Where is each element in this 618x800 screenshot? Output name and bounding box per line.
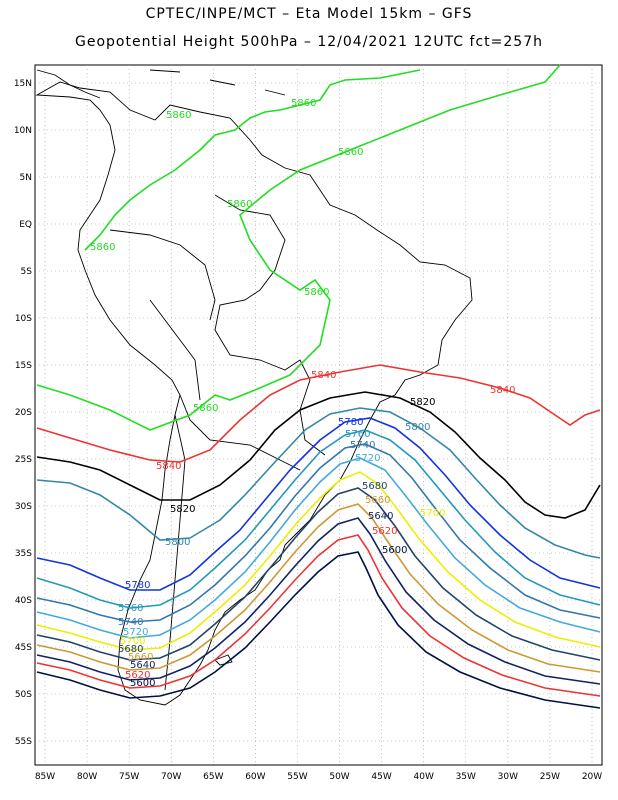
central-america-coast <box>36 69 101 99</box>
contour-5860-north <box>84 69 421 251</box>
height-contours <box>36 64 601 709</box>
label-5860-f: 5860 <box>304 287 329 298</box>
label-5760-a: 5760 <box>345 429 370 440</box>
title-line-2: Geopotential Height 500hPa – 12/04/2021 … <box>75 34 543 50</box>
contour-5680-line <box>36 487 601 661</box>
border-southern-cone <box>164 414 186 691</box>
label-5600-b: 5600 <box>130 678 155 689</box>
lat-tick-label: 15S <box>15 361 32 371</box>
label-5640-b: 5640 <box>130 660 155 671</box>
contour-labels: 5860 5860 5860 5860 5860 5860 5860 5840 … <box>90 98 515 689</box>
contour-5800-line <box>36 407 601 559</box>
label-5620-b: 5620 <box>125 670 150 681</box>
lat-tick-label: 40S <box>15 596 32 606</box>
label-5860-d: 5860 <box>227 199 252 210</box>
falkland-islands <box>214 654 233 666</box>
lon-tick-label: 65W <box>203 772 223 782</box>
label-5800-a: 5800 <box>405 422 430 433</box>
border-brazil <box>214 194 326 456</box>
lat-tick-label: 5N <box>20 173 32 183</box>
label-5840-b: 5840 <box>490 385 515 396</box>
lon-tick-label: 80W <box>77 772 97 782</box>
lon-tick-label: 55W <box>287 772 307 782</box>
contour-5640-line <box>36 517 601 685</box>
label-5780-b: 5780 <box>125 580 150 591</box>
lat-tick-label: 30S <box>15 502 32 512</box>
lon-tick-label: 70W <box>161 772 181 782</box>
contour-5700-line <box>36 471 601 651</box>
label-5800-b: 5800 <box>165 537 190 548</box>
lon-tick-label: 75W <box>119 772 139 782</box>
label-5860-g: 5860 <box>193 403 218 414</box>
lon-tick-label: 50W <box>329 772 349 782</box>
label-5700-a: 5700 <box>420 508 445 519</box>
lat-tick-label: 35S <box>15 549 32 559</box>
lat-tick-label: EQ <box>19 220 32 230</box>
label-5680-b: 5680 <box>118 644 143 655</box>
latitude-tick-labels: 15N 10N 5N EQ 5S 10S 15S 20S 25S 30S 35S 40S 45S 50S 5… <box>14 79 32 747</box>
label-5860-e: 5860 <box>90 242 115 253</box>
label-5860-c: 5860 <box>338 147 363 158</box>
label-5860-b: 5860 <box>291 98 316 109</box>
contour-5740-line <box>36 443 601 623</box>
contour-5860-line <box>36 64 561 431</box>
label-5860-a: 5860 <box>166 110 191 121</box>
title-line-1: CPTEC/INPE/MCT – Eta Model 15km – GFS <box>145 6 473 22</box>
contour-5820-line <box>36 391 601 519</box>
lon-tick-label: 35W <box>456 772 476 782</box>
contour-5720-line <box>36 457 601 639</box>
lon-tick-label: 85W <box>35 772 55 782</box>
south-america-coastline <box>35 81 473 706</box>
lat-tick-label: 15N <box>14 79 32 89</box>
contour-5620-line <box>36 534 601 697</box>
contour-5780-line <box>36 417 601 591</box>
label-5740-b: 5740 <box>118 617 143 628</box>
lat-tick-label: 10N <box>14 126 32 136</box>
map-frame <box>34 64 603 766</box>
caribbean-islands <box>149 69 286 96</box>
lat-tick-label: 45S <box>15 643 32 653</box>
contour-5660-line <box>36 503 601 673</box>
contour-5600-line <box>36 551 601 709</box>
label-5760-b: 5760 <box>118 603 143 614</box>
label-5840-c: 5840 <box>156 461 181 472</box>
lon-tick-label: 60W <box>245 772 265 782</box>
lat-tick-label: 55S <box>15 737 32 747</box>
contour-5760-line <box>36 429 601 609</box>
lon-tick-label: 40W <box>414 772 434 782</box>
label-5680-a: 5680 <box>362 481 387 492</box>
label-5720-b: 5720 <box>123 627 148 638</box>
label-5840-a: 5840 <box>311 370 336 381</box>
lon-tick-label: 20W <box>582 772 602 782</box>
label-5820-b: 5820 <box>170 504 195 515</box>
lat-tick-label: 20S <box>15 408 32 418</box>
label-5600-a: 5600 <box>382 545 407 556</box>
label-5820-a: 5820 <box>410 397 435 408</box>
label-5700-b: 5700 <box>120 636 145 647</box>
lat-tick-label: 50S <box>15 690 32 700</box>
label-5640-a: 5640 <box>368 511 393 522</box>
label-5660-a: 5660 <box>365 495 390 506</box>
lat-lon-grid <box>35 65 602 765</box>
lon-tick-label: 45W <box>371 772 391 782</box>
label-5780-a: 5780 <box>338 417 363 428</box>
lat-tick-label: 10S <box>15 314 32 324</box>
label-5720-a: 5720 <box>355 453 380 464</box>
label-5740-a: 5740 <box>350 440 375 451</box>
coastlines <box>35 69 473 706</box>
lon-tick-label: 25W <box>540 772 560 782</box>
label-5620-a: 5620 <box>372 526 397 537</box>
lon-tick-label: 30W <box>498 772 518 782</box>
longitude-tick-labels: 85W 80W 75W 70W 65W 60W 55W 50W 45W 40W 35W 30W 25W 2… <box>35 772 602 782</box>
lat-tick-label: 5S <box>21 267 33 277</box>
lat-tick-label: 25S <box>15 455 32 465</box>
contour-5840-line <box>36 364 601 463</box>
label-5660-b: 5660 <box>128 652 153 663</box>
